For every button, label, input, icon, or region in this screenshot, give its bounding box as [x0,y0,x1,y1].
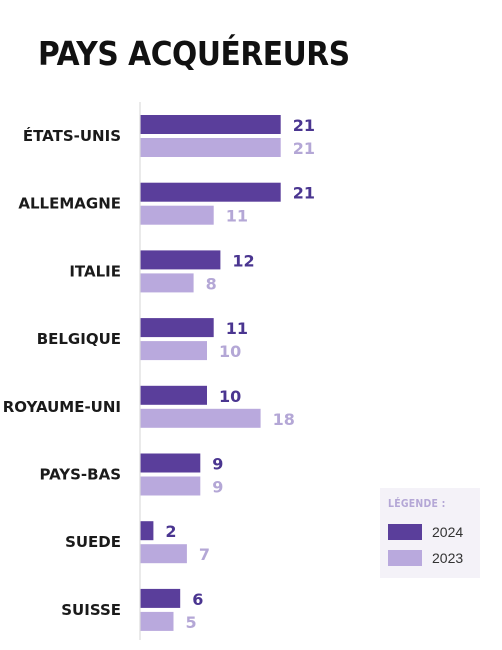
bar-2024 [140,588,181,608]
value-label-2024: 9 [212,455,223,474]
value-label-2024: 2 [165,522,176,541]
value-label-2024: 11 [226,319,248,338]
value-label-2023: 9 [212,478,223,497]
value-label-2023: 10 [219,342,241,361]
category-labels: ÉTATS-UNIS ALLEMAGNE ITALIE BELGIQUE ROYAUME… [3,126,121,619]
legend: LÉGENDE : 2024 2023 [380,488,480,578]
value-label-2023: 18 [273,410,295,429]
category-label: PAYS-BAS [39,466,121,484]
value-label-2024: 6 [192,590,203,609]
bar-2024 [140,385,207,405]
legend-item-2023: 2023 [388,550,463,566]
value-label-2023: 11 [226,207,248,226]
bar-2023 [140,273,194,293]
bar-2023 [140,408,261,428]
bars [140,115,281,631]
legend-item-2024: 2024 [388,524,463,540]
legend-label-2023: 2023 [432,550,464,566]
category-label: ÉTATS-UNIS [23,126,121,145]
value-label-2023: 5 [186,613,197,632]
legend-title: LÉGENDE : [388,497,446,510]
bar-2023 [140,476,201,496]
value-label-2024: 12 [232,251,254,270]
bar-2024 [140,453,201,473]
legend-swatch-2024 [388,524,422,540]
value-label-2024: 21 [293,184,315,203]
bar-2023 [140,611,174,631]
value-label-2024: 10 [219,387,241,406]
bar-2024 [140,521,154,541]
value-labels: 21 21 21 11 12 8 11 10 10 18 9 9 2 7 6 5 [165,116,315,632]
value-label-2023: 8 [206,274,217,293]
bar-2024 [140,318,214,338]
chart-title: PAYS ACQUÉREURS [38,34,350,73]
category-label: BELGIQUE [37,330,121,348]
bar-2023 [140,205,214,225]
category-label: SUEDE [65,533,121,551]
legend-label-2024: 2024 [432,524,464,540]
bar-2023 [140,341,207,361]
bar-2024 [140,250,221,270]
category-label: SUISSE [61,601,121,619]
value-label-2023: 7 [199,545,210,564]
bar-2023 [140,138,281,157]
bar-2024 [140,182,281,202]
category-label: ALLEMAGNE [18,195,121,213]
value-label-2023: 21 [293,139,315,158]
bar-2024 [140,115,281,134]
bar-2023 [140,544,187,564]
category-label: ITALIE [69,262,121,280]
category-label: ROYAUME-UNI [3,398,121,416]
legend-swatch-2023 [388,550,422,566]
value-label-2024: 21 [293,116,315,135]
